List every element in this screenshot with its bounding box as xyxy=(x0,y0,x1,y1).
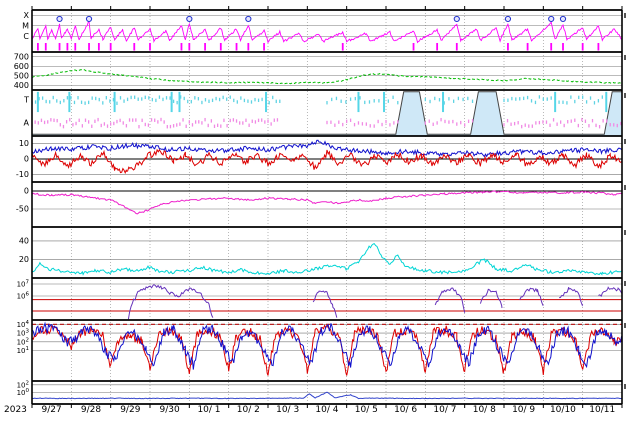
y-tick-label: X xyxy=(24,11,30,20)
panel-wind xyxy=(32,56,622,86)
flare-marker-circle xyxy=(548,15,555,23)
flare-marker-circle xyxy=(85,15,93,23)
panel-side-mark xyxy=(624,185,626,190)
y-tick-label: 102 xyxy=(17,337,29,346)
panel-side-mark xyxy=(624,13,626,18)
y-tick-label: M xyxy=(22,21,29,30)
flare-marker-circle xyxy=(56,15,63,23)
flare-marker-circle xyxy=(453,15,460,23)
series-dst-index xyxy=(32,190,622,215)
y-tick-label: 106 xyxy=(17,292,30,301)
panel-side-mark xyxy=(624,93,626,98)
series-imf-bt xyxy=(32,139,622,158)
x-axis-day-label: 10/ 6 xyxy=(394,405,418,415)
panel-density xyxy=(32,240,622,276)
series-solar-wind-speed xyxy=(32,69,622,85)
y-tick-label: T xyxy=(23,96,29,105)
x-axis: 9/27 9/28 9/29 9/30 10/ 1 10/ 2 10/ 3 10… xyxy=(32,405,622,415)
y-tick-label: 103 xyxy=(17,329,30,338)
coverage-step-line xyxy=(32,91,622,135)
series-plasma-density xyxy=(32,242,622,276)
x-axis-day-label: 10/11 xyxy=(589,405,616,415)
panel-side-mark xyxy=(624,55,626,60)
x-axis-day-label: 10/ 1 xyxy=(197,405,221,415)
panel-imf xyxy=(32,139,622,175)
panel-side-mark xyxy=(624,281,626,286)
panel-proton xyxy=(32,321,622,376)
panel-dst xyxy=(32,190,622,215)
x-axis-day-label: 10/ 4 xyxy=(315,405,339,415)
x-axis-day-label: 9/30 xyxy=(159,405,180,415)
coverage-area xyxy=(32,91,622,136)
y-tick-label: 104 xyxy=(17,320,30,329)
y-tick-label: C xyxy=(23,32,29,41)
x-axis-day-label: 10/10 xyxy=(549,405,576,415)
x-axis-day-label: 9/28 xyxy=(80,405,102,415)
x-axis-day-label: 10/ 7 xyxy=(433,405,457,415)
panel-electron xyxy=(32,283,622,320)
x-axis-day-label: 9/29 xyxy=(120,405,141,415)
y-tick-label: 500 xyxy=(14,71,29,80)
x-axis-day-label: 10/ 8 xyxy=(472,405,496,415)
y-tick-label: -50 xyxy=(16,205,29,214)
y-tick-label: 0 xyxy=(24,187,29,196)
y-tick-label: 600 xyxy=(14,62,29,71)
y-tick-label: A xyxy=(24,119,30,128)
y-tick-label: 20 xyxy=(19,255,29,264)
x-axis-day-label: 10/ 2 xyxy=(236,405,260,415)
x-axis-year-label: 2023 xyxy=(4,405,27,415)
y-tick-label: 102 xyxy=(17,380,29,389)
x-axis-day-label: 10/ 9 xyxy=(512,405,536,415)
flare-marker-circle xyxy=(245,15,252,23)
series-xray-flux xyxy=(32,19,622,44)
y-tick-label: 100 xyxy=(17,388,30,397)
panel-side-mark xyxy=(624,384,626,389)
y-tick-label: 400 xyxy=(14,81,29,90)
series-aux-flux xyxy=(32,391,622,400)
y-tick-label: 0 xyxy=(24,155,29,164)
y-tick-label: 107 xyxy=(17,280,30,289)
y-tick-label: 700 xyxy=(14,52,29,61)
x-axis-day-label: 10/ 3 xyxy=(276,405,300,415)
flare-marker-circle xyxy=(186,15,193,23)
x-axis-day-label: 9/27 xyxy=(41,405,62,415)
flare-marker-circle xyxy=(504,15,512,23)
panel-ta xyxy=(32,91,622,136)
y-tick-label: 40 xyxy=(19,236,29,245)
series-particle-flux-red xyxy=(32,323,622,376)
panel-side-mark xyxy=(624,230,626,235)
panel-side-mark xyxy=(624,323,626,328)
panel-xray xyxy=(32,14,622,51)
x-axis-day-label: 10/ 5 xyxy=(354,405,378,415)
series-imf-bz xyxy=(32,148,622,175)
panel-side-mark xyxy=(624,139,626,144)
flare-marker-circle xyxy=(559,15,567,23)
series-particle-flux-blue xyxy=(32,321,622,370)
y-tick-label: -10 xyxy=(16,170,29,179)
y-tick-label: 10 xyxy=(19,139,29,148)
series-electron-flux xyxy=(127,284,622,320)
y-tick-label: 101 xyxy=(17,346,29,355)
panel-aux xyxy=(32,384,622,400)
